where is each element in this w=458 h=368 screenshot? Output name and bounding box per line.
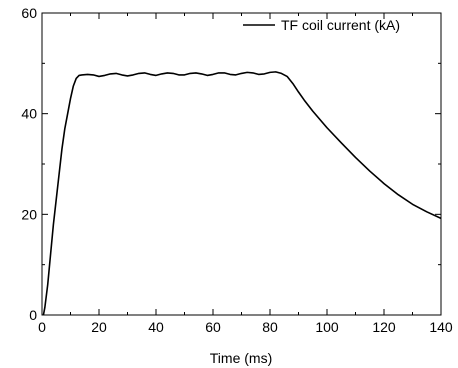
x-tick-label: 60 — [205, 319, 221, 335]
tick-labels: 0 20 40 60 80 100 120 140 0 20 40 60 — [21, 5, 452, 335]
axes — [41, 12, 442, 316]
x-tick-label: 0 — [38, 319, 46, 335]
y-tick-label: 0 — [29, 307, 37, 323]
y-tick-label: 60 — [21, 5, 37, 21]
x-tick-label: 80 — [262, 319, 278, 335]
tick-marks — [41, 12, 442, 316]
x-axis-label: Time (ms) — [210, 350, 272, 366]
legend-label: TF coil current (kA) — [281, 17, 400, 33]
x-tick-label: 120 — [372, 319, 396, 335]
y-tick-label: 20 — [21, 206, 37, 222]
x-tick-label: 140 — [429, 319, 453, 335]
x-tick-label: 100 — [315, 319, 339, 335]
x-tick-label: 20 — [91, 319, 107, 335]
legend: TF coil current (kA) — [243, 17, 400, 33]
x-tick-label: 40 — [148, 319, 164, 335]
series-line-tf-coil-current — [42, 71, 442, 316]
y-tick-label: 40 — [21, 106, 37, 122]
plot-frame — [41, 12, 442, 316]
